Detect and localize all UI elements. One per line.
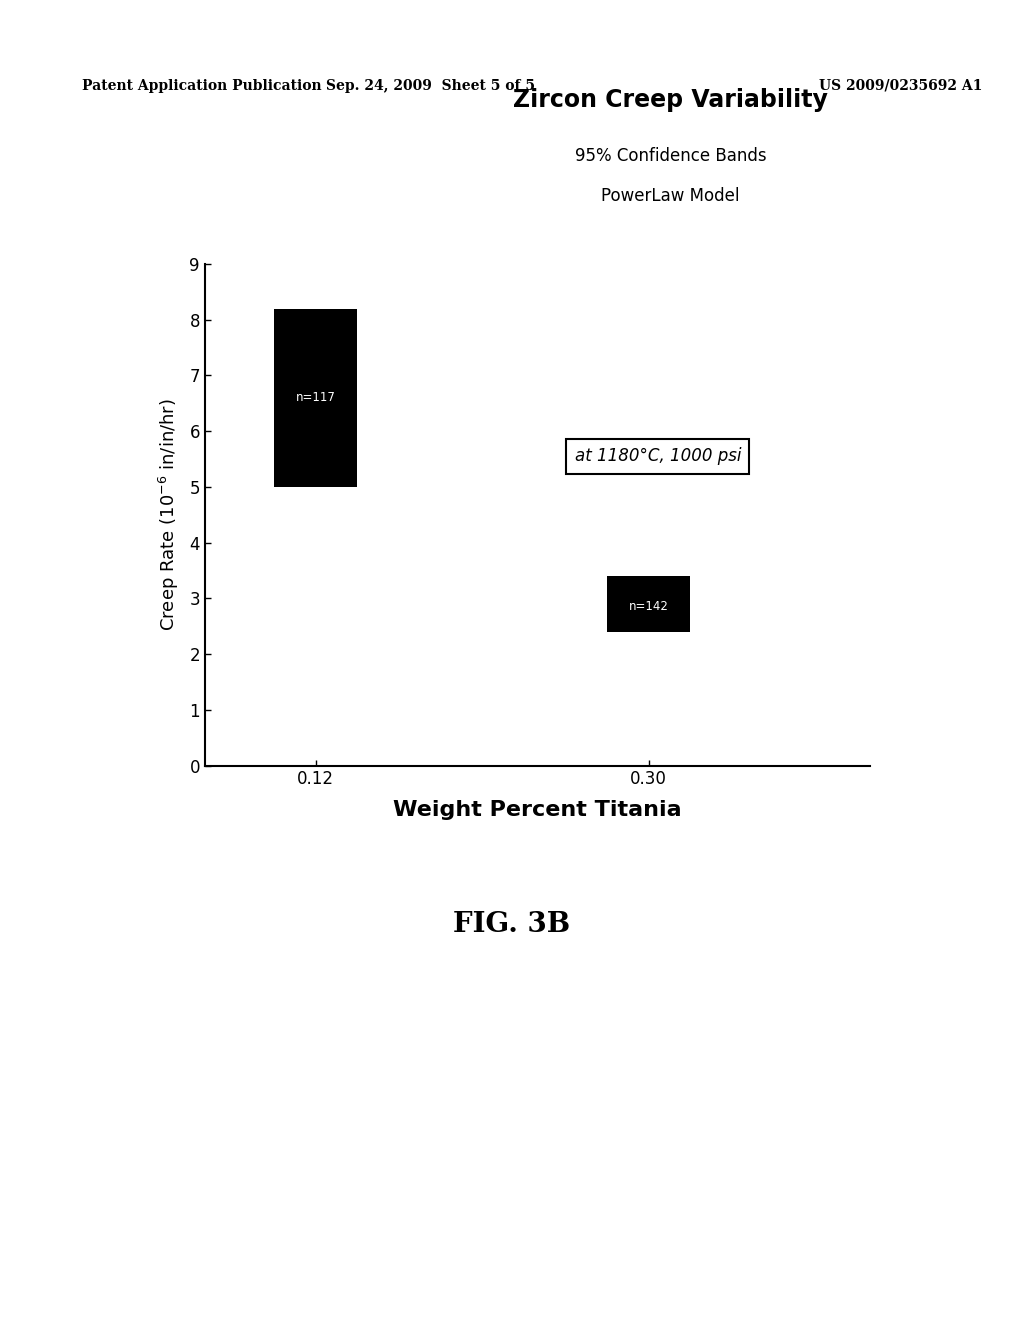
Text: 95% Confidence Bands: 95% Confidence Bands — [574, 147, 767, 165]
Text: Patent Application Publication: Patent Application Publication — [82, 79, 322, 92]
X-axis label: Weight Percent Titania: Weight Percent Titania — [393, 800, 682, 820]
Text: US 2009/0235692 A1: US 2009/0235692 A1 — [819, 79, 983, 92]
Text: Sep. 24, 2009  Sheet 5 of 5: Sep. 24, 2009 Sheet 5 of 5 — [326, 79, 535, 92]
Text: at 1180°C, 1000 psi: at 1180°C, 1000 psi — [574, 447, 741, 465]
Bar — [607, 576, 690, 632]
Text: n=117: n=117 — [296, 391, 336, 404]
Text: FIG. 3B: FIG. 3B — [454, 911, 570, 937]
Bar — [274, 309, 357, 487]
Text: n=142: n=142 — [629, 601, 669, 614]
Y-axis label: Creep Rate (10$^{-6}$ in/in/hr): Creep Rate (10$^{-6}$ in/in/hr) — [157, 399, 181, 631]
Text: PowerLaw Model: PowerLaw Model — [601, 186, 740, 205]
Text: Zircon Creep Variability: Zircon Creep Variability — [513, 88, 828, 112]
